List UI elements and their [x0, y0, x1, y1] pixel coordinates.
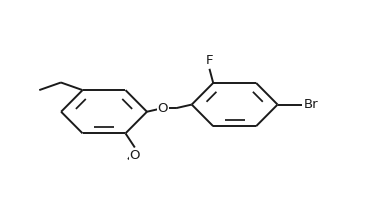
Text: O: O: [158, 102, 168, 115]
Text: Br: Br: [303, 98, 318, 111]
Text: O: O: [130, 148, 140, 161]
Text: F: F: [206, 54, 213, 67]
